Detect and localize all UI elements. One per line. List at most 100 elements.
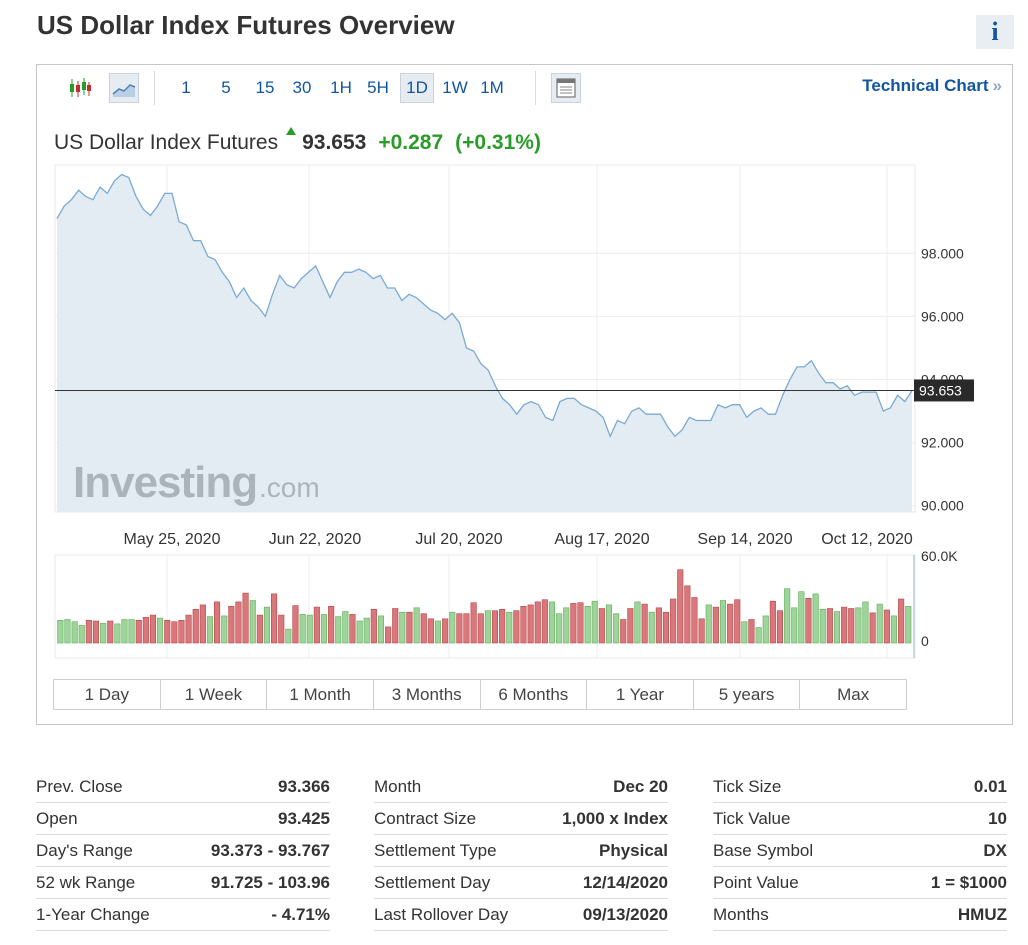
stat-value: Physical	[599, 841, 668, 860]
volume-bar	[442, 618, 449, 644]
stat-row-last-rollover-day: Last Rollover Day 09/13/2020	[374, 900, 668, 931]
volume-bar	[121, 619, 128, 644]
volume-bar	[705, 604, 712, 644]
volume-bar	[178, 619, 185, 644]
range-1-month[interactable]: 1 Month	[267, 680, 374, 709]
volume-bar	[292, 605, 299, 644]
volume-bar	[556, 613, 563, 644]
stat-row-open: Open 93.425	[36, 804, 330, 835]
volume-bar	[256, 614, 263, 644]
volume-bar	[655, 607, 662, 644]
interval-1h[interactable]: 1H	[330, 78, 352, 97]
range-3-months[interactable]: 3 Months	[374, 680, 481, 709]
stat-label: Month	[374, 777, 422, 796]
interval-1[interactable]: 1	[181, 78, 191, 97]
range-6-months[interactable]: 6 Months	[481, 680, 588, 709]
volume-bar	[449, 611, 456, 644]
stat-value: Dec 20	[613, 777, 668, 796]
volume-bar	[142, 616, 149, 644]
volume-bar	[413, 607, 420, 644]
stats-column-contract: Month Dec 20 Contract Size 1,000 x Index S…	[374, 772, 668, 932]
volume-bar	[349, 614, 356, 644]
stat-value: - 4.71%	[271, 905, 330, 924]
time-range-selector: 1 Day 1 Week 1 Month 3 Months 6 Months 1…	[53, 679, 907, 710]
volume-bar	[741, 621, 748, 644]
range-1-year[interactable]: 1 Year	[587, 680, 694, 709]
volume-bar	[698, 618, 705, 644]
price-axis-tick: 90.000	[921, 498, 964, 514]
price-chart[interactable]: 98.00096.00094.00092.00090.000Investing.…	[37, 65, 1012, 677]
volume-bar	[755, 627, 762, 644]
price-axis-tick: 98.000	[921, 245, 964, 261]
stat-label: Settlement Type	[374, 841, 497, 860]
volume-bar	[71, 621, 78, 644]
range-max[interactable]: Max	[837, 685, 870, 704]
interval-1d[interactable]: 1D	[400, 73, 434, 103]
stat-label: Base Symbol	[713, 841, 814, 860]
volume-bar	[662, 611, 670, 644]
interval-1m[interactable]: 1M	[480, 78, 504, 97]
info-icon[interactable]: i	[976, 15, 1014, 49]
stat-label: 52 wk Range	[36, 873, 136, 892]
volume-bar	[883, 609, 890, 644]
volume-bar	[385, 626, 392, 644]
price-axis-tick: 96.000	[921, 308, 964, 324]
volume-bar	[826, 608, 833, 644]
stat-value: 09/13/2020	[582, 905, 668, 924]
volume-bar	[313, 606, 320, 644]
volume-bar	[470, 602, 477, 644]
volume-bar	[285, 628, 292, 644]
volume-bar	[605, 604, 613, 644]
volume-bar	[328, 605, 335, 644]
volume-bar	[620, 619, 627, 644]
range-1-week[interactable]: 1 Week	[161, 680, 268, 709]
candlestick-chart-icon[interactable]	[65, 73, 95, 103]
interval-1w[interactable]: 1W	[442, 78, 468, 97]
volume-bar	[727, 603, 734, 644]
volume-bar	[164, 619, 171, 644]
volume-bar	[57, 619, 64, 644]
date-axis-label: Oct 12, 2020	[821, 531, 913, 548]
volume-bar	[591, 600, 598, 644]
volume-bar	[149, 614, 156, 644]
interval-15[interactable]: 15	[255, 78, 275, 97]
stat-row-settlement-day: Settlement Day 12/14/2020	[374, 868, 668, 899]
volume-bar	[670, 598, 677, 644]
area-chart-icon[interactable]	[109, 73, 139, 103]
volume-bar	[499, 608, 506, 644]
volume-bar	[712, 606, 719, 644]
range-1-day[interactable]: 1 Day	[54, 680, 161, 709]
volume-bar	[819, 608, 826, 644]
volume-bar	[691, 597, 698, 644]
volume-bar	[242, 592, 249, 644]
volume-bar	[719, 600, 727, 644]
volume-bar	[506, 611, 513, 644]
stat-row-tick-size: Tick Size 0.01	[713, 772, 1007, 803]
volume-bar	[406, 611, 413, 644]
price-area	[57, 174, 912, 512]
volume-bar	[221, 615, 228, 644]
volume-bar	[563, 607, 570, 644]
interval-30[interactable]: 30	[292, 78, 312, 97]
volume-bar	[748, 619, 755, 644]
stat-value: 93.373 - 93.767	[210, 841, 330, 860]
volume-bar	[356, 620, 363, 644]
volume-bar	[199, 604, 206, 644]
volume-bar	[363, 617, 370, 644]
volume-axis-tick: 0	[921, 633, 929, 649]
price-axis-tick: 92.000	[921, 435, 964, 451]
stat-label: Prev. Close	[36, 777, 123, 796]
volume-bar	[762, 615, 769, 644]
volume-bar	[584, 605, 591, 644]
range-5-years[interactable]: 5 years	[694, 680, 801, 709]
technical-chart-link[interactable]: Technical Chart»	[862, 76, 1002, 96]
date-axis-label: Jun 22, 2020	[269, 531, 362, 548]
data-table-icon[interactable]	[551, 73, 581, 103]
current-value-label: 93.653	[919, 382, 962, 398]
volume-bar	[249, 600, 256, 644]
interval-5h[interactable]: 5H	[367, 78, 389, 97]
stat-row-52wk-range: 52 wk Range 91.725 - 103.96	[36, 868, 330, 899]
volume-bar	[214, 601, 221, 644]
interval-5[interactable]: 5	[221, 78, 231, 97]
stat-row-months: Months HMUZ	[713, 900, 1007, 931]
